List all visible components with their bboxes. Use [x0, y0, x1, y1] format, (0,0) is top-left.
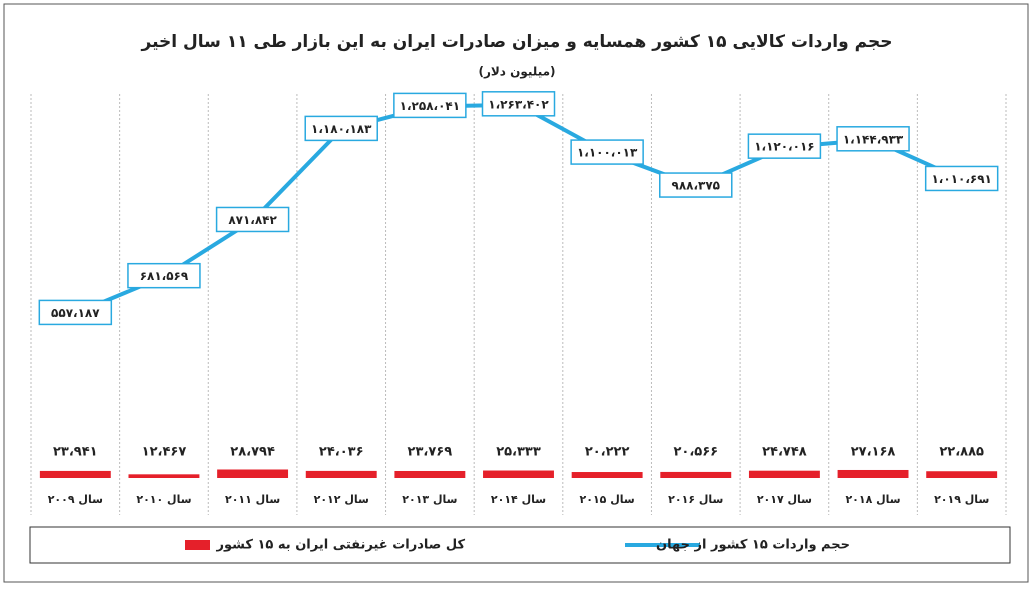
bar: [926, 471, 998, 478]
bar-value-label: ۲۳،۹۴۱: [53, 445, 98, 460]
x-tick-label: سال ۲۰۱۱: [225, 493, 280, 506]
line-value-label: ۱،۰۱۰،۶۹۱: [931, 172, 991, 186]
x-tick-label: سال ۲۰۱۷: [757, 493, 812, 506]
legend-label: کل صادرات غیرنفتی ایران به ۱۵ کشور: [216, 538, 466, 553]
legend-label: حجم واردات ۱۵ کشور از جهان: [656, 538, 850, 553]
bar: [305, 470, 377, 478]
legend-box: [29, 526, 1011, 564]
x-tick-label: سال ۲۰۱۵: [580, 493, 635, 506]
value-label-box: [215, 206, 290, 233]
value-label-box: [393, 92, 467, 119]
line-value-label: ۱،۱۰۰،۰۱۳: [577, 146, 638, 160]
bar-value-label: ۲۵،۳۳۳: [496, 445, 541, 460]
legend-swatch: [185, 540, 210, 550]
line-value-label: ۹۸۸،۳۷۵: [672, 179, 721, 193]
bar-value-label: ۲۰،۲۲۲: [585, 445, 630, 460]
line-value-label: ۱،۱۸۰،۱۸۳: [311, 122, 372, 136]
chart-subtitle: (میلیون دلار): [478, 65, 555, 80]
bar-value-label: ۲۳،۷۶۹: [408, 445, 453, 460]
line-value-label: ۸۷۱،۸۴۲: [228, 213, 277, 227]
line-value-label: ۱،۱۴۴،۹۳۳: [843, 132, 904, 146]
value-label-box: [481, 91, 556, 117]
bar: [217, 469, 289, 478]
value-label-box: [570, 139, 644, 165]
x-tick-label: سال ۲۰۱۳: [402, 493, 457, 506]
line-value-label: ۵۵۷،۱۸۷: [51, 306, 100, 320]
bar: [748, 470, 820, 478]
value-label-box: [924, 165, 999, 192]
bar-value-label: ۲۷،۱۶۸: [851, 445, 896, 460]
x-tick-label: سال ۲۰۱۲: [314, 493, 369, 506]
bar-value-label: ۲۴،۰۳۶: [319, 445, 364, 460]
value-label-box: [304, 115, 378, 142]
bar: [660, 471, 732, 478]
chart-title: حجم واردات کالایی ۱۵ کشور همسایه و میزان…: [141, 32, 893, 52]
bar-value-label: ۲۰،۵۶۶: [673, 445, 718, 460]
bar-value-label: ۲۴،۷۴۸: [762, 445, 807, 460]
bar: [483, 470, 554, 478]
value-label-box: [747, 133, 822, 159]
line-value-label: ۱،۲۵۸،۰۴۱: [400, 99, 460, 113]
value-label-box: [659, 172, 733, 198]
x-tick-label: سال ۲۰۰۹: [48, 493, 103, 506]
x-tick-label: سال ۲۰۱۹: [934, 493, 989, 506]
line-value-label: ۱،۲۶۳،۴۰۲: [488, 97, 549, 111]
bar: [837, 469, 909, 478]
bar: [394, 470, 466, 478]
line-value-label: ۶۸۱،۵۶۹: [140, 269, 189, 283]
x-tick-label: سال ۲۰۱۴: [491, 493, 546, 506]
value-label-box: [127, 262, 201, 289]
bar: [571, 472, 643, 478]
value-label-box: [836, 126, 910, 152]
line-value-label: ۱،۱۲۰،۰۱۶: [754, 140, 814, 154]
bar-value-label: ۱۲،۴۶۷: [142, 445, 187, 460]
x-tick-label: سال ۲۰۱۰: [136, 493, 191, 506]
bar-value-label: ۲۸،۷۹۴: [230, 445, 275, 460]
bar: [39, 470, 111, 478]
bar: [128, 474, 200, 478]
x-tick-label: سال ۲۰۱۸: [845, 493, 900, 506]
value-label-box: [38, 299, 113, 326]
x-tick-label: سال ۲۰۱۶: [668, 493, 723, 506]
bar-value-label: ۲۲،۸۸۵: [939, 445, 984, 460]
